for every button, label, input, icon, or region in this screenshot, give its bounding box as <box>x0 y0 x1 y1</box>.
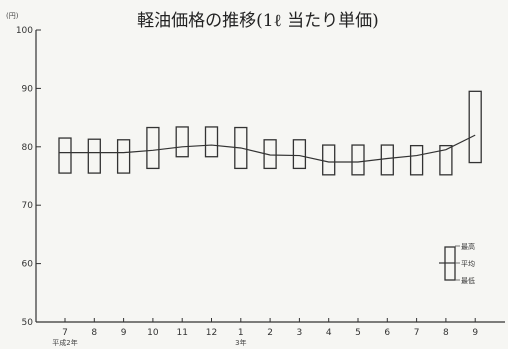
boxes <box>58 90 482 176</box>
legend-label: 最低 <box>461 276 475 285</box>
average-line <box>59 134 476 163</box>
range-box <box>351 144 365 176</box>
x-tick-label: 2 <box>267 328 273 338</box>
x-tick-label: 11 <box>176 328 187 338</box>
x-tick-label: 10 <box>147 328 159 338</box>
y-tick-label: 50 <box>22 318 34 328</box>
y-axis-unit: (円) <box>6 12 19 20</box>
range-box <box>204 126 219 158</box>
range-box <box>468 90 482 164</box>
x-tick-label: 12 <box>206 328 217 338</box>
range-box <box>380 144 394 176</box>
range-box <box>116 139 131 174</box>
y-tick-label: 60 <box>22 260 34 270</box>
x-tick-label: 7 <box>414 328 420 338</box>
axes <box>35 30 505 323</box>
range-box <box>439 144 453 176</box>
x-tick-label: 9 <box>121 328 127 338</box>
y-tick-label: 90 <box>22 84 34 94</box>
range-box <box>322 144 336 176</box>
y-tick-label: 100 <box>16 26 33 36</box>
x-tick-label: 9 <box>472 328 478 338</box>
y-tick-label: 70 <box>22 201 34 211</box>
x-tick-label: 4 <box>326 328 332 338</box>
x-tick-label: 5 <box>355 328 361 338</box>
range-box <box>409 144 424 176</box>
x-year-label: 3年 <box>235 338 246 347</box>
range-box <box>146 126 160 170</box>
x-year-label: 平成2年 <box>52 338 77 347</box>
y-tick-label: 80 <box>22 143 34 153</box>
x-tick-label: 1 <box>238 328 244 338</box>
range-box <box>87 138 101 174</box>
x-tick-label: 7 <box>62 328 68 338</box>
legend-label: 平均 <box>461 259 475 268</box>
legend-label: 最高 <box>461 242 475 251</box>
range-box <box>175 126 189 158</box>
range-box <box>292 139 307 170</box>
range-box <box>58 137 72 174</box>
x-tick-label: 8 <box>443 328 449 338</box>
x-tick-label: 8 <box>91 328 97 338</box>
x-tick-label: 3 <box>297 328 303 338</box>
y-ticks: 50 60 70 80 90 100 <box>16 26 41 328</box>
chart-title: 軽油価格の推移(1ℓ 当たり単価) <box>137 11 379 31</box>
x-tick-label: 6 <box>384 328 390 338</box>
